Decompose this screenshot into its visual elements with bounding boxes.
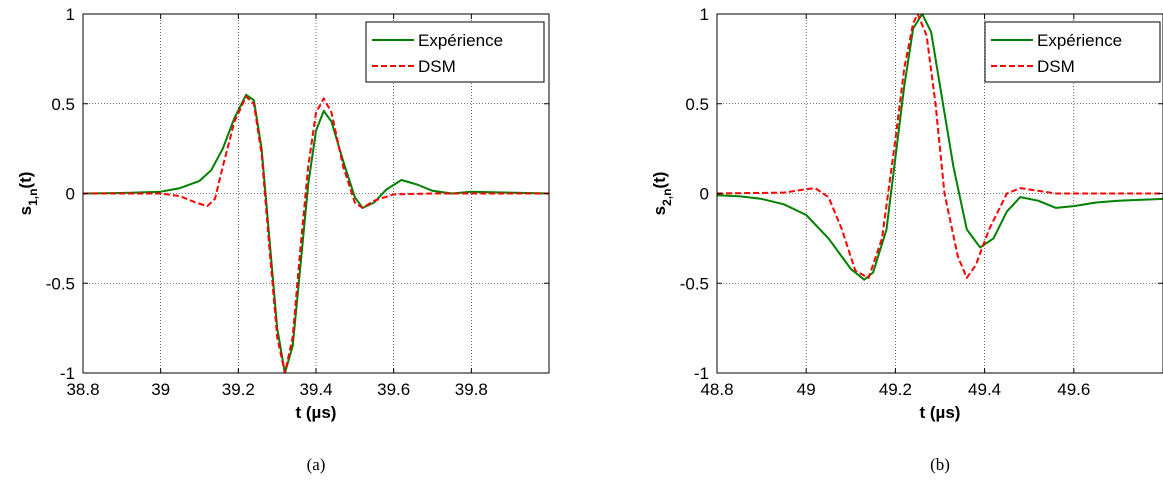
x-tick-label: 39.4 (299, 380, 332, 399)
y-tick-label: 0 (66, 185, 75, 204)
legend-label: DSM (418, 57, 456, 76)
y-tick-label: 0 (700, 185, 709, 204)
legend-box (365, 21, 545, 83)
series-line-experience (717, 14, 1163, 281)
y-tick-label: -1 (60, 364, 75, 383)
chart-a: 38.8 39 39.2 39.4 39.6 39.8 -1 -0.5 0 0.5 1 t (µs) s… (16, 5, 550, 474)
legend: Expérience DSM (984, 21, 1161, 83)
legend-label: Expérience (418, 31, 503, 50)
legend-label: Expérience (1037, 31, 1122, 50)
x-tick-label: 39.8 (455, 380, 488, 399)
series-line-dsm (717, 14, 1163, 279)
y-tick-label: -1 (694, 364, 709, 383)
legend-box (984, 21, 1161, 83)
x-tick-label: 39 (151, 380, 170, 399)
series-line-experience (83, 93, 549, 373)
x-tick-label: 49.4 (968, 380, 1001, 399)
y-tick-label: 1 (66, 5, 75, 24)
x-tick-label: 49.2 (879, 380, 912, 399)
x-axis-label: t (µs) (296, 403, 337, 422)
legend: Expérience DSM (365, 21, 545, 83)
y-tick-label: 1 (700, 5, 709, 24)
series-group (717, 14, 1163, 281)
series-line-dsm (83, 95, 549, 373)
y-axis-label: s1,n(t) (16, 172, 40, 216)
chart-b: 48.8 49 49.2 49.4 49.6 -1 -0.5 0 0.5 1 t (µs) s2,n(… (650, 5, 1163, 474)
y-tick-label: 0.5 (51, 95, 75, 114)
y-tick-label: -0.5 (680, 274, 709, 293)
x-tick-label: 39.2 (222, 380, 255, 399)
x-tick-label: 49 (797, 380, 816, 399)
y-tick-label: 0.5 (685, 95, 709, 114)
legend-label: DSM (1037, 57, 1075, 76)
y-tick-label: -0.5 (46, 274, 75, 293)
x-tick-label: 38.8 (66, 380, 99, 399)
series-group (83, 93, 549, 373)
x-tick-label: 48.8 (700, 380, 733, 399)
panel-caption: (b) (930, 455, 950, 474)
x-tick-label: 49.6 (1057, 380, 1090, 399)
y-axis-label: s2,n(t) (650, 172, 674, 216)
x-axis-label: t (µs) (920, 403, 961, 422)
panel-caption: (a) (307, 455, 326, 474)
x-tick-label: 39.6 (377, 380, 410, 399)
